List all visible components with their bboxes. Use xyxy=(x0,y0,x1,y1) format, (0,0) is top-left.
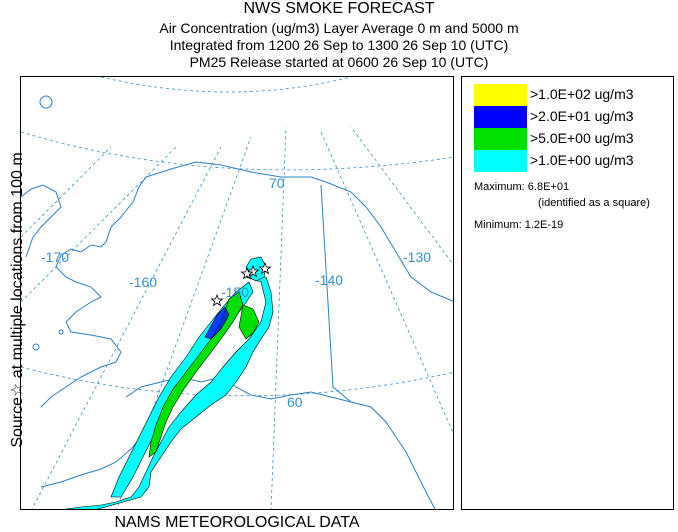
lon-m120-line xyxy=(350,126,453,265)
russian-coast xyxy=(21,184,62,258)
maximum-note: (identified as a square) xyxy=(538,197,650,209)
coastline xyxy=(21,95,453,509)
lon-m130-label: -130 xyxy=(403,249,431,265)
legend-swatch-20 xyxy=(474,106,527,128)
subtitle-concentration: Air Concentration (ug/m3) Layer Average … xyxy=(159,20,519,36)
star-icon xyxy=(240,266,254,280)
legend-panel: >1.0E+02 ug/m3 >2.0E+01 ug/m3 >5.0E+00 u… xyxy=(461,76,674,510)
lon-m170-line xyxy=(21,146,177,303)
star-icon xyxy=(258,261,272,275)
lat-60-label: 60 xyxy=(287,394,303,410)
legend-label-20: >2.0E+01 ug/m3 xyxy=(530,108,634,124)
maximum-label: Maximum: 6.8E+01 xyxy=(474,181,570,193)
plume-c5 xyxy=(148,291,260,458)
plume-c1-main xyxy=(64,276,274,509)
plume-c5-main xyxy=(148,291,244,458)
lon-m150-label: -150 xyxy=(221,284,249,300)
lat-70-line xyxy=(21,131,453,171)
island-2 xyxy=(32,343,40,351)
island-1 xyxy=(39,95,53,109)
graticule-labels: 70 60 -170 -160 -150 -140 -130 xyxy=(41,175,431,410)
arctic-coast xyxy=(145,161,453,302)
legend-row-5: >5.0E+00 ug/m3 xyxy=(474,128,664,150)
footer-data-source: NAMS METEOROLOGICAL DATA xyxy=(114,514,360,531)
legend-swatch-5 xyxy=(474,128,527,150)
lon-m130-line xyxy=(320,131,453,434)
lon-m160-label: -160 xyxy=(129,274,157,290)
legend-row-100: >1.0E+02 ug/m3 xyxy=(474,84,664,106)
lon-m160-line xyxy=(31,146,222,509)
west-coast xyxy=(40,176,147,408)
legend-swatch-100 xyxy=(474,84,527,106)
legend-row-20: >2.0E+01 ug/m3 xyxy=(474,106,664,128)
subtitle-release: PM25 Release started at 0600 26 Sep 10 (… xyxy=(189,54,489,70)
lon-m140-line xyxy=(270,126,287,509)
map-title: NWS SMOKE FORECAST xyxy=(243,0,435,17)
source-markers xyxy=(210,261,272,307)
plume-c5-east xyxy=(238,304,260,340)
legend-label-100: >1.0E+02 ug/m3 xyxy=(530,86,634,102)
border-line xyxy=(320,184,352,403)
plume-c20 xyxy=(204,306,230,340)
lon-m170-label: -170 xyxy=(41,249,69,265)
legend-row-1: >1.0E+00 ug/m3 xyxy=(474,150,664,172)
star-icon xyxy=(210,293,224,307)
minimum-label: Minimum: 1.2E-19 xyxy=(474,219,564,231)
smoke-map: 70 60 -170 -160 -150 -140 -130 xyxy=(21,77,453,509)
lat-80-line xyxy=(100,77,352,93)
lat-70-label: 70 xyxy=(269,175,285,191)
star-icon xyxy=(246,264,260,278)
subtitle-integration: Integrated from 1200 26 Sep to 1300 26 S… xyxy=(169,37,509,53)
map-panel: 70 60 -170 -160 -150 -140 -130 xyxy=(20,76,454,510)
island-3 xyxy=(58,329,64,335)
lon-m180-line xyxy=(21,146,112,238)
legend-label-1: >1.0E+00 ug/m3 xyxy=(530,152,634,168)
legend-swatch-1 xyxy=(474,150,527,172)
lon-m140-label: -140 xyxy=(315,272,343,288)
legend-label-5: >5.0E+00 ug/m3 xyxy=(530,130,634,146)
